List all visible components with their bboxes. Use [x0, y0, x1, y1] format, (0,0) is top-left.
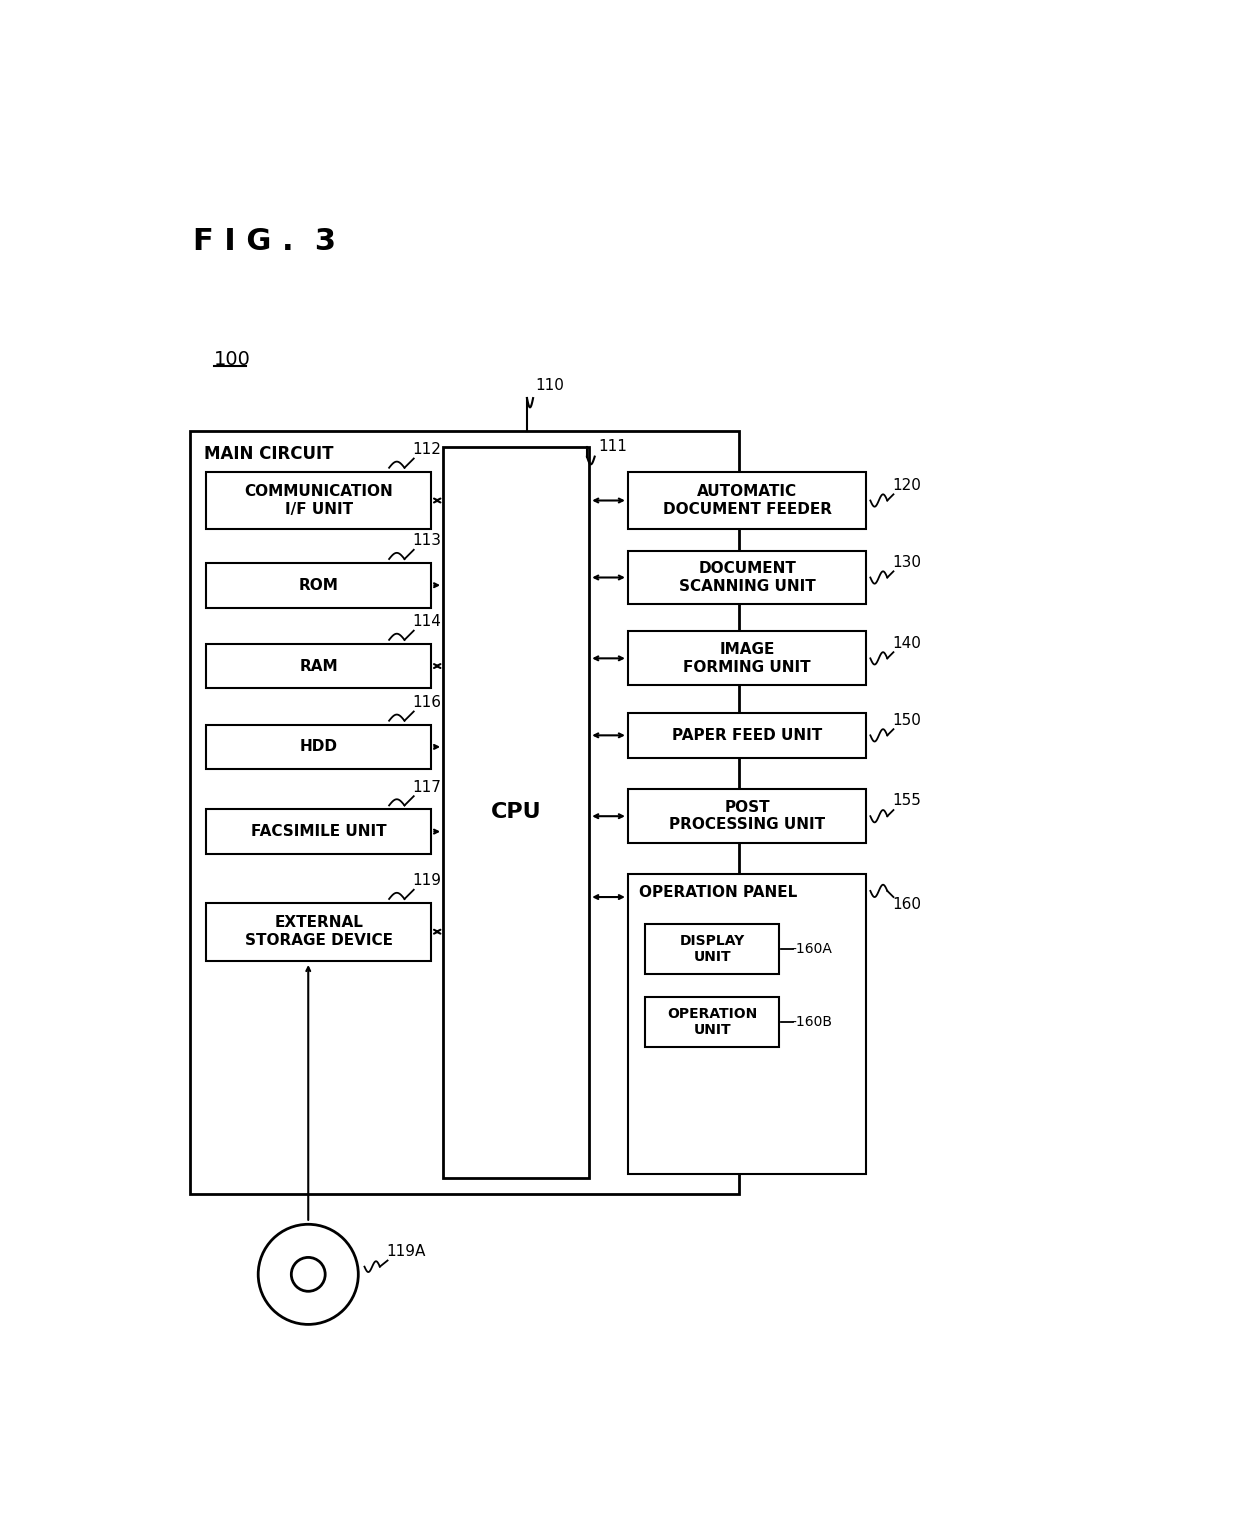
Text: 130: 130 — [892, 554, 921, 570]
Text: HDD: HDD — [300, 739, 337, 755]
Text: 150: 150 — [892, 713, 921, 727]
Text: FACSIMILE UNIT: FACSIMILE UNIT — [250, 824, 387, 839]
Text: 116: 116 — [412, 695, 441, 710]
Text: 119: 119 — [412, 873, 441, 889]
Bar — [206, 902, 432, 961]
Text: DOCUMENT
SCANNING UNIT: DOCUMENT SCANNING UNIT — [678, 561, 816, 594]
Bar — [627, 631, 867, 685]
Text: EXTERNAL
STORAGE DEVICE: EXTERNAL STORAGE DEVICE — [244, 915, 393, 949]
Text: 117: 117 — [412, 779, 441, 795]
Text: 100: 100 — [213, 350, 250, 370]
Text: -160B: -160B — [792, 1015, 833, 1029]
Bar — [191, 431, 739, 1194]
Text: 140: 140 — [892, 636, 921, 650]
Bar — [627, 471, 867, 530]
Text: F I G .  3: F I G . 3 — [192, 226, 336, 256]
Text: CPU: CPU — [491, 802, 542, 822]
Bar — [627, 788, 867, 842]
Text: 110: 110 — [536, 377, 564, 393]
Text: MAIN CIRCUIT: MAIN CIRCUIT — [205, 445, 334, 464]
Bar — [627, 713, 867, 758]
Text: 160: 160 — [892, 896, 921, 912]
Bar — [443, 447, 589, 1178]
Text: 155: 155 — [892, 793, 921, 808]
Text: POST
PROCESSING UNIT: POST PROCESSING UNIT — [670, 799, 825, 833]
Text: 120: 120 — [892, 477, 921, 493]
Text: 111: 111 — [599, 439, 627, 454]
Bar — [206, 808, 432, 853]
Text: DISPLAY
UNIT: DISPLAY UNIT — [680, 933, 745, 964]
Bar — [206, 724, 432, 768]
Bar — [627, 873, 867, 1173]
Text: ROM: ROM — [299, 578, 339, 593]
Bar — [206, 644, 432, 688]
Text: 114: 114 — [412, 614, 441, 628]
Text: -160A: -160A — [792, 942, 833, 956]
Text: OPERATION
UNIT: OPERATION UNIT — [667, 1007, 758, 1038]
Text: AUTOMATIC
DOCUMENT FEEDER: AUTOMATIC DOCUMENT FEEDER — [662, 484, 832, 517]
Text: OPERATION PANEL: OPERATION PANEL — [639, 884, 797, 899]
Text: 113: 113 — [412, 533, 441, 548]
Text: IMAGE
FORMING UNIT: IMAGE FORMING UNIT — [683, 642, 811, 675]
Bar — [206, 562, 432, 607]
Text: PAPER FEED UNIT: PAPER FEED UNIT — [672, 728, 822, 742]
Text: 112: 112 — [412, 442, 441, 457]
Bar — [645, 924, 780, 973]
Bar — [645, 998, 780, 1047]
Text: 119A: 119A — [386, 1244, 425, 1258]
Text: RAM: RAM — [299, 659, 339, 673]
Bar — [627, 550, 867, 604]
Text: COMMUNICATION
I/F UNIT: COMMUNICATION I/F UNIT — [244, 484, 393, 517]
Bar — [206, 471, 432, 530]
